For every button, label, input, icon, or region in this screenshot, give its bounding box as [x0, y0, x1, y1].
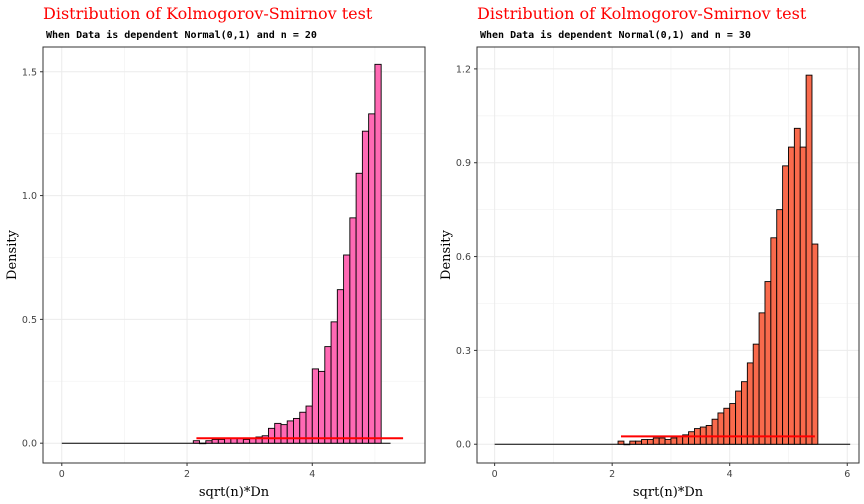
histogram-bar [217, 439, 226, 444]
y-axis-label: Density [439, 229, 454, 280]
y-tick-label: 1.2 [456, 64, 471, 75]
histogram-bar [361, 130, 370, 444]
x-tick-label: 0 [59, 469, 65, 480]
histogram-bar [374, 63, 382, 444]
y-tick-label: 1.0 [22, 191, 37, 202]
histogram-bar [811, 243, 819, 445]
histogram-bar [368, 113, 376, 444]
histogram-bar [652, 437, 660, 445]
histogram-bar [770, 237, 778, 445]
histogram-bar [623, 443, 631, 446]
histogram-bar [343, 254, 351, 444]
histogram-chart-n20: 0 2 4 0.0 0.5 1.0 1.5 Distribution of Kolmogor… [5, 4, 426, 500]
histogram-bar [286, 420, 294, 444]
histogram-bar [788, 146, 795, 445]
histogram-bar [641, 439, 648, 445]
chart-panel-n30: 0 2 4 6 0.0 0.3 0.6 0.9 1.2 Distribution of Kolm… [432, 0, 864, 504]
y-tick-label: 0.5 [22, 315, 37, 326]
histogram-bar [670, 437, 678, 445]
histogram-bar [205, 440, 213, 444]
x-tick-label: 2 [609, 469, 615, 480]
histogram-bar [349, 217, 357, 444]
histogram-bar [280, 424, 288, 444]
histogram-bar [746, 362, 754, 445]
y-axis-label: Density [5, 229, 20, 280]
histogram-bar [635, 440, 643, 445]
y-tick-label: 0.3 [456, 346, 471, 357]
chart-title: Distribution of Kolmogorov-Smirnov test [477, 4, 807, 23]
y-tick-label: 0.0 [456, 440, 471, 451]
histogram-bar [664, 439, 672, 445]
histogram-chart-n30: 0 2 4 6 0.0 0.3 0.6 0.9 1.2 Distribution of Kolm… [439, 4, 860, 500]
y-tick-label: 0.6 [456, 252, 471, 263]
histogram-bar [688, 431, 695, 445]
plot-frame [42, 46, 426, 464]
histogram-bar [717, 412, 725, 445]
histogram-bar [199, 442, 207, 445]
histogram-bar [676, 435, 684, 445]
histogram-bar [705, 425, 713, 445]
histogram-bar [336, 289, 345, 444]
histogram-bar [274, 422, 282, 444]
histogram-bar [267, 427, 276, 444]
histogram-bar [211, 439, 219, 444]
y-tick-label: 0.9 [456, 158, 471, 169]
histogram-bar [729, 403, 737, 445]
histogram-bar [758, 312, 766, 445]
chart-subtitle: When Data is dependent Normal(0,1) and n… [46, 29, 317, 41]
chart-panel-n20: 0 2 4 0.0 0.5 1.0 1.5 Distribution of Kolmogor… [5, 4, 426, 500]
histogram-bar [752, 343, 760, 445]
y-tick-label: 1.5 [22, 67, 37, 78]
histogram-bar [658, 437, 666, 445]
histogram-bar [324, 346, 332, 444]
x-tick-label: 2 [184, 469, 190, 480]
chart-subtitle: When Data is dependent Normal(0,1) and n… [480, 29, 751, 41]
histogram-bar [355, 172, 363, 444]
histogram-bar [764, 281, 772, 445]
plot-frame [476, 46, 860, 464]
histogram-bar [261, 435, 269, 444]
chart-title: Distribution of Kolmogorov-Smirnov test [43, 4, 373, 23]
histogram-bar [617, 440, 625, 445]
histogram-bar [318, 370, 326, 444]
histogram-bar [629, 440, 637, 445]
histogram-bar [776, 209, 784, 445]
y-tick-label: 0.0 [22, 439, 37, 450]
histogram-bar [805, 74, 813, 445]
histogram-bar [741, 381, 748, 445]
histogram-bar [192, 440, 201, 444]
x-axis-label: sqrt(n)*Dn [633, 485, 704, 500]
histogram-bar [646, 439, 654, 445]
histogram-bar [723, 407, 731, 445]
histogram-bar [799, 146, 807, 445]
histogram-bar [242, 439, 251, 444]
histogram-bar [782, 165, 789, 445]
x-tick-label: 0 [492, 469, 498, 480]
x-tick-label: 4 [727, 469, 733, 480]
histogram-bar [793, 127, 801, 445]
x-tick-label: 6 [844, 469, 850, 480]
histogram-bar [330, 321, 338, 444]
histogram-bar [711, 418, 719, 445]
x-tick-label: 4 [309, 469, 315, 480]
x-axis-label: sqrt(n)*Dn [199, 485, 270, 500]
histogram-bar [293, 417, 301, 444]
histogram-bar [311, 368, 319, 444]
